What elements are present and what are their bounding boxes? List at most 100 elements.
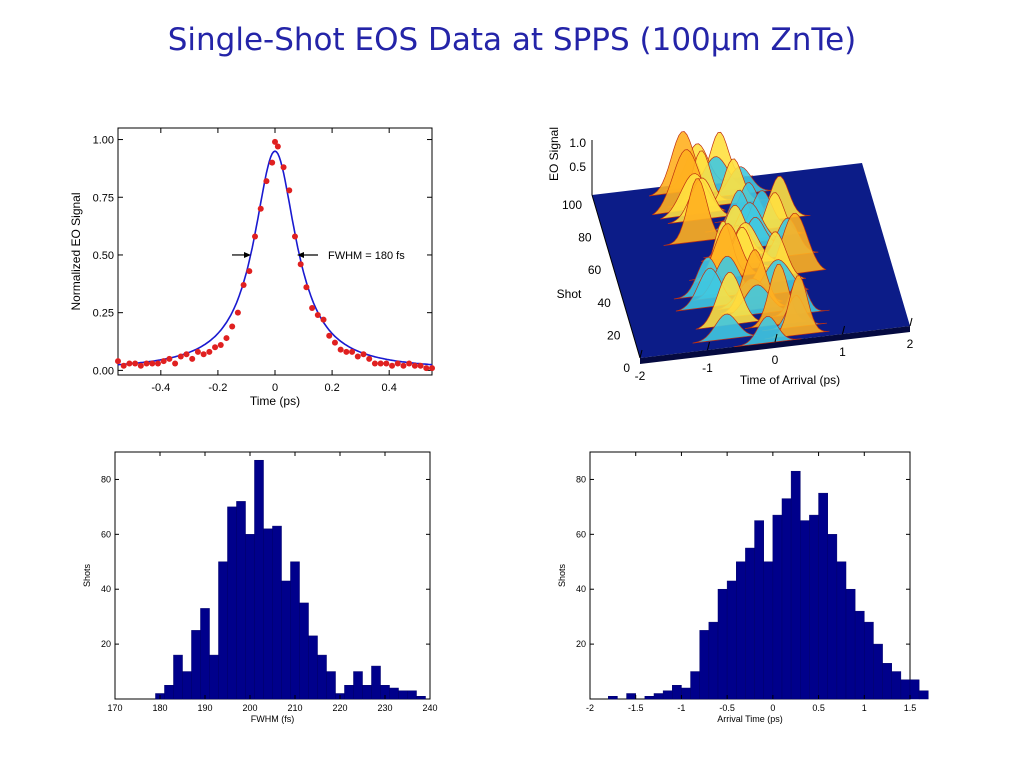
z-axis-label: EO Signal <box>547 127 561 181</box>
x-tick-label: 2 <box>907 337 914 351</box>
x-axis-label: Time (ps) <box>250 394 300 408</box>
data-point <box>149 360 156 367</box>
data-point <box>183 351 190 358</box>
surface-peak <box>695 271 761 330</box>
x-tick-label: 230 <box>377 703 392 713</box>
histogram-bar <box>809 514 819 700</box>
data-point <box>200 351 207 358</box>
histogram-bar <box>818 492 828 700</box>
z-tick-label: 1.0 <box>569 136 586 150</box>
x-tick-label: 220 <box>332 703 347 713</box>
y-tick-label: 80 <box>576 474 586 484</box>
y-tick-label: 20 <box>607 328 621 342</box>
data-point <box>212 344 219 351</box>
y-tick-label: 0.50 <box>93 250 114 262</box>
data-point <box>360 351 367 358</box>
x-tick-label: 170 <box>107 703 122 713</box>
data-point <box>240 281 247 288</box>
data-point <box>429 365 435 372</box>
y-tick-label: 0.00 <box>93 365 114 377</box>
data-point <box>269 159 276 166</box>
fwhm-arrowhead-right <box>297 251 304 258</box>
surface-peak <box>692 313 758 344</box>
fwhm-annotation: FWHM = 180 fs <box>328 250 405 262</box>
x-tick-label: -2 <box>586 703 594 713</box>
data-point <box>314 311 321 318</box>
x-axis-label: Arrival Time (ps) <box>717 714 783 724</box>
data-point <box>166 355 173 362</box>
data-point <box>132 360 139 367</box>
data-point <box>411 362 418 369</box>
x-tick-label: 1 <box>862 703 867 713</box>
x-tick-label: 1 <box>839 345 846 359</box>
x-tick-label: -1 <box>702 361 713 375</box>
fwhm-arrowhead-left <box>244 251 251 258</box>
data-point <box>217 341 224 348</box>
data-point <box>326 332 333 339</box>
histogram-bar <box>745 547 755 700</box>
y-tick-label: 0 <box>623 361 630 375</box>
x-tick-label: -1.5 <box>628 703 644 713</box>
x-tick-label: 1.5 <box>904 703 917 713</box>
data-point <box>417 362 424 369</box>
data-point <box>120 362 127 369</box>
data-point <box>377 360 384 367</box>
x-tick-label: 190 <box>197 703 212 713</box>
y-axis-label: Shots <box>82 563 92 587</box>
histogram-bar <box>891 671 902 700</box>
data-point <box>137 362 144 369</box>
histogram-bar <box>754 520 764 700</box>
histogram-bar <box>726 580 737 700</box>
data-point <box>229 323 236 330</box>
data-point <box>160 358 167 365</box>
data-point <box>274 143 281 150</box>
data-point <box>366 355 373 362</box>
x-tick-label: 0 <box>772 353 779 367</box>
y-axis-label: Shot <box>557 287 582 301</box>
data-point <box>331 339 338 346</box>
data-point <box>154 360 161 367</box>
y-tick-label: 20 <box>101 639 111 649</box>
y-tick-label: 80 <box>578 231 592 245</box>
histogram-bar <box>626 693 636 700</box>
surface-peak <box>733 315 802 348</box>
histogram-bar <box>900 679 911 700</box>
histogram-bar <box>800 520 810 700</box>
data-point <box>337 346 344 353</box>
data-point <box>115 358 121 365</box>
x-tick-label: 0 <box>272 382 278 394</box>
histogram-bar <box>708 621 719 700</box>
histogram-bar <box>407 690 417 700</box>
data-point <box>371 360 378 367</box>
histogram-bar <box>662 690 673 700</box>
data-point <box>223 335 230 342</box>
x-tick-label: 0 <box>770 703 775 713</box>
y-tick-label: 80 <box>101 474 111 484</box>
x-tick-label: -0.4 <box>151 382 170 394</box>
histogram-bar <box>653 693 664 700</box>
data-point <box>423 365 430 372</box>
histogram-bar <box>790 470 801 700</box>
y-tick-label: 0.75 <box>93 192 114 204</box>
data-point <box>320 316 327 323</box>
x-tick-label: 0.5 <box>812 703 825 713</box>
data-point <box>143 360 150 367</box>
x-tick-mark <box>842 325 845 335</box>
data-point <box>303 284 310 291</box>
y-tick-label: 20 <box>576 639 586 649</box>
histogram-bar <box>854 610 865 700</box>
histogram-bar <box>845 588 856 700</box>
data-point <box>126 360 133 367</box>
y-axis-line <box>591 194 641 359</box>
x-tick-label: -0.5 <box>719 703 735 713</box>
x-tick-label: -2 <box>635 369 646 383</box>
data-point <box>246 268 253 275</box>
data-point <box>389 362 396 369</box>
data-point <box>189 355 196 362</box>
data-point <box>309 305 316 312</box>
data-point <box>297 261 304 268</box>
data-point <box>263 178 270 185</box>
